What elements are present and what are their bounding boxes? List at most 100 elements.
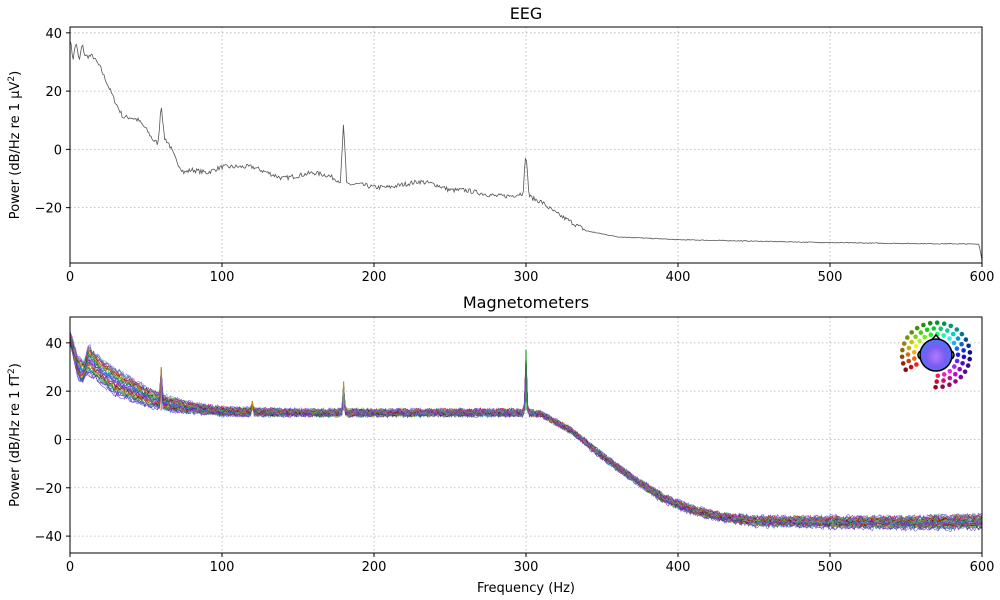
sensor-dot [948,323,954,329]
sensor-dot [933,385,938,390]
y-tick-label: −20 [35,202,62,217]
x-tick-label: 300 [514,270,539,285]
nose-icon [931,333,941,340]
y-tick-label: 40 [45,27,62,42]
x-tick-label: 200 [362,270,387,285]
sensor-dot [940,384,945,389]
sensor-dot [900,361,906,366]
sensor-dot [901,341,907,346]
y-tick-label: 0 [54,143,62,158]
sensor-dot [960,361,965,366]
sensor-dot [947,336,952,341]
eeg-axes: 0 100 200 300 400 500 600 −20 0 20 40 EEG Power (… [7,4,994,285]
y-tick-label: 20 [45,385,62,400]
sensor-dot [899,354,905,360]
y-tick-label: 0 [54,433,62,448]
x-tick-label: 0 [66,560,74,575]
sensor-layout-legend [899,320,973,390]
eeg-grid [70,27,982,263]
sensor-dot [903,367,908,372]
sensor-dot [908,364,914,370]
sensor-dot [941,372,947,377]
sensor-dot [927,320,933,326]
x-tick-label: 400 [666,560,691,575]
ear-left-icon [917,350,921,360]
sensor-dot [921,322,926,328]
sensor-dot [900,347,905,353]
sensor-dot [952,364,957,369]
sensor-dot [967,356,972,362]
eeg-x-ticks: 0 100 200 300 400 500 600 [66,263,995,285]
sensor-dot [931,326,937,331]
sensor-dot [954,346,960,351]
sensor-dot [961,348,966,353]
y-tick-label: 40 [45,337,62,352]
x-tick-label: 100 [210,270,235,285]
x-tick-label: 0 [66,270,74,285]
sensor-dot [959,341,964,347]
sensor-dot [914,325,920,331]
sensor-dot [959,331,965,337]
sensor-dot [911,350,917,355]
sensor-dot [941,321,947,326]
sensor-dot [966,343,971,349]
sensor-dot [963,337,969,342]
sensor-dot [912,356,917,361]
sensor-dot [967,350,973,355]
sensor-dot [913,334,918,339]
sensor-dot [913,344,919,349]
x-tick-label: 100 [210,560,235,575]
y-tick-label: −40 [35,530,62,545]
eeg-psd-line [70,40,982,260]
x-tick-label: 300 [514,560,539,575]
meg-axes: 0 100 200 300 400 500 600 −40 −20 0 20 40 Magnetom… [7,293,994,596]
x-tick-label: 400 [666,270,691,285]
x-tick-label: 500 [818,270,843,285]
sensor-dot [906,345,912,351]
sensor-dot [953,371,958,377]
sensor-dot [953,379,958,384]
meg-y-label: Power (dB/Hz re 1 fT2) [7,363,23,507]
sensor-dot [941,378,946,383]
meg-grid [70,317,982,553]
sensor-dot [947,382,952,387]
eeg-y-ticks: −20 0 20 40 [35,27,70,217]
sensor-dot [955,336,961,341]
head-outline [919,338,953,372]
sensor-dot [934,379,939,384]
sensor-dot [922,334,927,340]
x-tick-label: 600 [970,560,995,575]
y-tick-label: 20 [45,85,62,100]
y-tick-label: −20 [35,482,62,497]
meg-title: Magnetometers [463,293,589,312]
sensor-dot [957,366,962,372]
sensor-dot [918,330,924,335]
sensor-dot [947,375,953,381]
sensor-dot [945,328,950,333]
sensor-dot [935,373,941,379]
sensor-dot [905,352,911,357]
eeg-title: EEG [510,4,543,23]
x-axis-label: Frequency (Hz) [477,581,575,596]
sensor-dot [909,330,914,335]
meg-y-ticks: −40 −20 0 20 40 [35,337,70,545]
meg-x-ticks: 0 100 200 300 400 500 600 [66,553,995,575]
meg-channel-lines [70,330,982,532]
sensor-dot [909,339,914,345]
sensor-dot [954,327,960,332]
sensor-dot [934,320,940,325]
sensor-dot [950,331,956,337]
x-tick-label: 200 [362,560,387,575]
sensor-dot [938,326,943,332]
sensor-dot [928,332,934,337]
sensor-dot [951,340,957,346]
sensor-dot [955,352,961,358]
x-tick-label: 600 [970,270,995,285]
sensor-dot [947,368,953,374]
sensor-dot [906,358,911,364]
sensor-dot [917,338,922,344]
sensor-dot [962,369,968,374]
eeg-y-label: Power (dB/Hz re 1 µV2) [7,71,23,219]
sensor-dot [924,327,930,333]
